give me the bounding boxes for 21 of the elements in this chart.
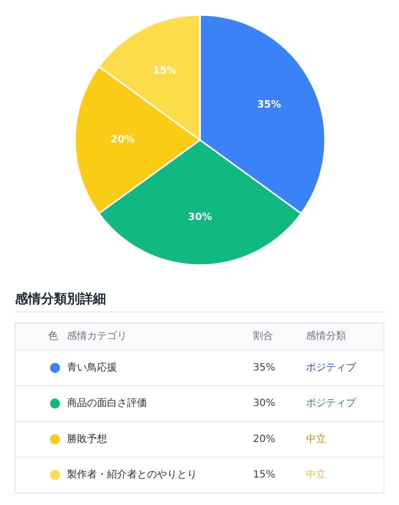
text: 35% [253, 362, 276, 374]
text: 中立 [306, 432, 326, 445]
data-label: 20% [110, 134, 134, 146]
text: 30% [253, 398, 276, 410]
legend-label: 商品の面白さ評価 [67, 397, 147, 410]
text: ポジティブ [306, 361, 357, 374]
data-label: 15% [152, 65, 177, 76]
legend-label: 製作者・紹介者とのやりとり [67, 468, 197, 480]
text: 感情分類 [306, 330, 346, 342]
text: 色 [48, 330, 58, 342]
text: 15% [253, 469, 276, 480]
text: 中立 [306, 468, 326, 480]
text: 感情カテゴリ [67, 330, 127, 342]
text: 感情分類別詳細 [14, 291, 106, 307]
text: 割合 [253, 330, 273, 342]
text: 20% [253, 434, 276, 445]
legend-label: 勝敗予想 [67, 432, 107, 445]
data-label: 35% [257, 99, 282, 110]
data-label: 30% [188, 212, 212, 223]
legend-label: 青い鳥応援 [67, 361, 117, 374]
text: ポジティブ [306, 397, 357, 410]
